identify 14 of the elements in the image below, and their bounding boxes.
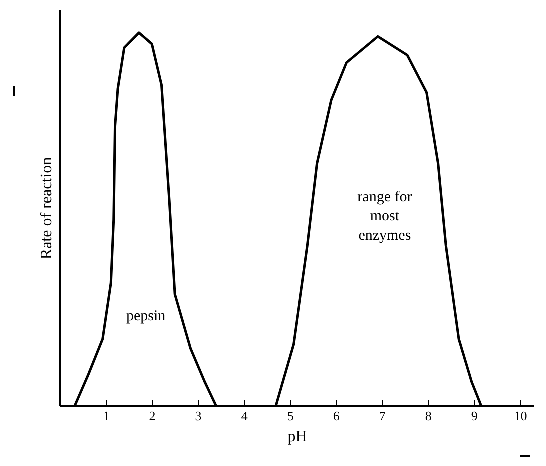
series-label: pepsin: [126, 308, 166, 324]
x-axis-title: pH: [288, 428, 308, 446]
x-tick-label: 6: [333, 408, 340, 424]
x-tick-label: 7: [379, 408, 386, 424]
x-tick-label: 10: [514, 408, 528, 424]
x-tick-label: 9: [471, 408, 478, 424]
x-tick-label: 2: [149, 408, 156, 424]
series-label: range for most enzymes: [358, 189, 412, 244]
x-tick-label: 3: [195, 408, 202, 424]
x-tick-label: 1: [103, 408, 110, 424]
y-axis-title: Rate of reaction: [38, 157, 56, 260]
x-tick-label: 5: [287, 408, 294, 424]
x-tick-label: 4: [241, 408, 248, 424]
x-tick-label: 8: [425, 408, 432, 424]
